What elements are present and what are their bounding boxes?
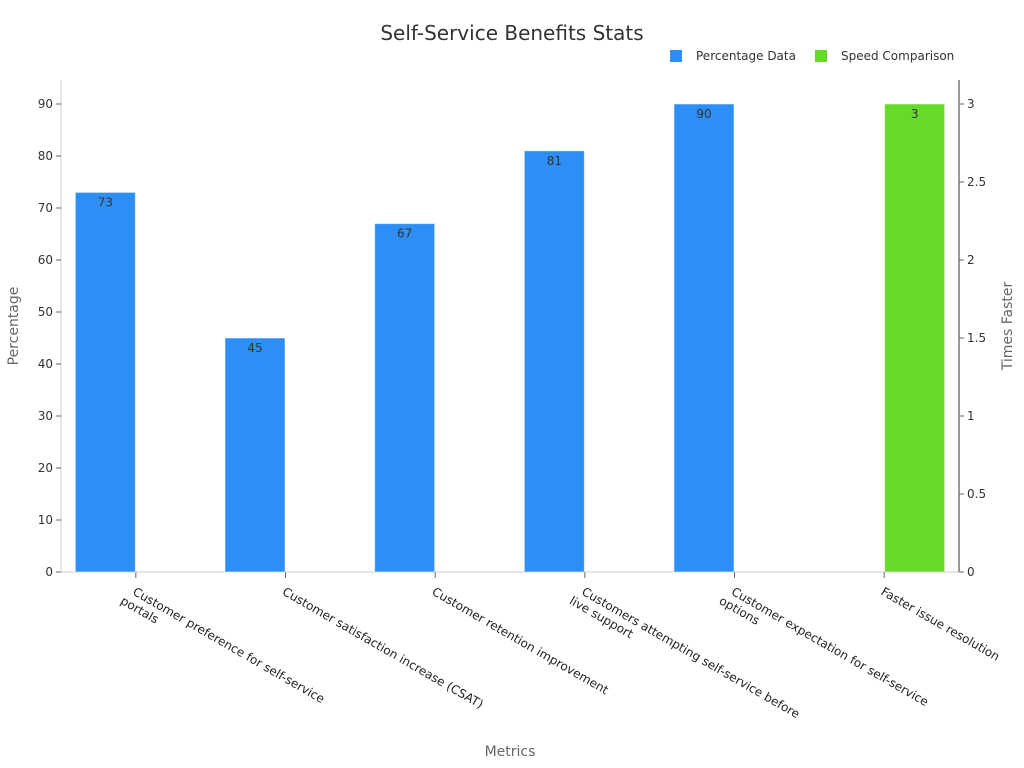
y-tick-label: 80	[38, 149, 53, 163]
bar	[884, 103, 946, 573]
bar	[74, 191, 136, 573]
y2-tick-label: 0	[967, 565, 975, 579]
legend: Percentage Data Speed Comparison	[670, 49, 954, 63]
y2-axis-title: Times Faster	[1000, 282, 1016, 372]
y2-tick-label: 3	[967, 97, 975, 111]
y2-tick-label: 2	[967, 253, 975, 267]
data-label: 73	[98, 195, 113, 209]
x-tick-label: Faster issue resolution	[879, 584, 1002, 663]
bars	[74, 103, 946, 573]
x-axis: Customer preference for self-serviceport…	[61, 571, 1002, 721]
data-label: 81	[547, 154, 562, 168]
y-tick-label: 50	[38, 305, 53, 319]
y-axis-title: Percentage	[6, 287, 22, 366]
bar	[224, 337, 286, 573]
right-axis: 0 0.5 1 1.5 2 2.5 3	[958, 80, 986, 579]
data-labels: 73 45 67 81 90 3	[98, 107, 919, 355]
y-tick-label: 90	[38, 97, 53, 111]
y2-tick-label: 1.5	[967, 331, 986, 345]
y2-tick-label: 0.5	[967, 487, 986, 501]
y-tick-label: 0	[45, 565, 53, 579]
legend-label: Percentage Data	[696, 49, 796, 63]
data-label: 90	[696, 107, 711, 121]
y2-tick-label: 1	[967, 409, 975, 423]
y-tick-label: 30	[38, 409, 53, 423]
x-axis-title: Metrics	[485, 744, 536, 760]
y-tick-label: 20	[38, 461, 53, 475]
chart-title: Self-Service Benefits Stats	[380, 21, 643, 45]
bar	[673, 103, 735, 573]
y2-tick-label: 2.5	[967, 175, 986, 189]
y-tick-label: 10	[38, 513, 53, 527]
bar	[374, 223, 436, 573]
y-tick-label: 70	[38, 201, 53, 215]
y-tick-label: 40	[38, 357, 53, 371]
left-axis: 0 10 20 30 40 50 60 70 80 90	[38, 80, 62, 579]
y-tick-label: 60	[38, 253, 53, 267]
legend-label: Speed Comparison	[841, 49, 954, 63]
legend-swatch	[815, 50, 827, 62]
data-label: 3	[911, 107, 919, 121]
bar	[523, 150, 585, 573]
legend-swatch	[670, 50, 682, 62]
x-tick-label-line: Faster issue resolution	[879, 584, 1002, 663]
data-label: 45	[247, 341, 262, 355]
data-label: 67	[397, 227, 412, 241]
